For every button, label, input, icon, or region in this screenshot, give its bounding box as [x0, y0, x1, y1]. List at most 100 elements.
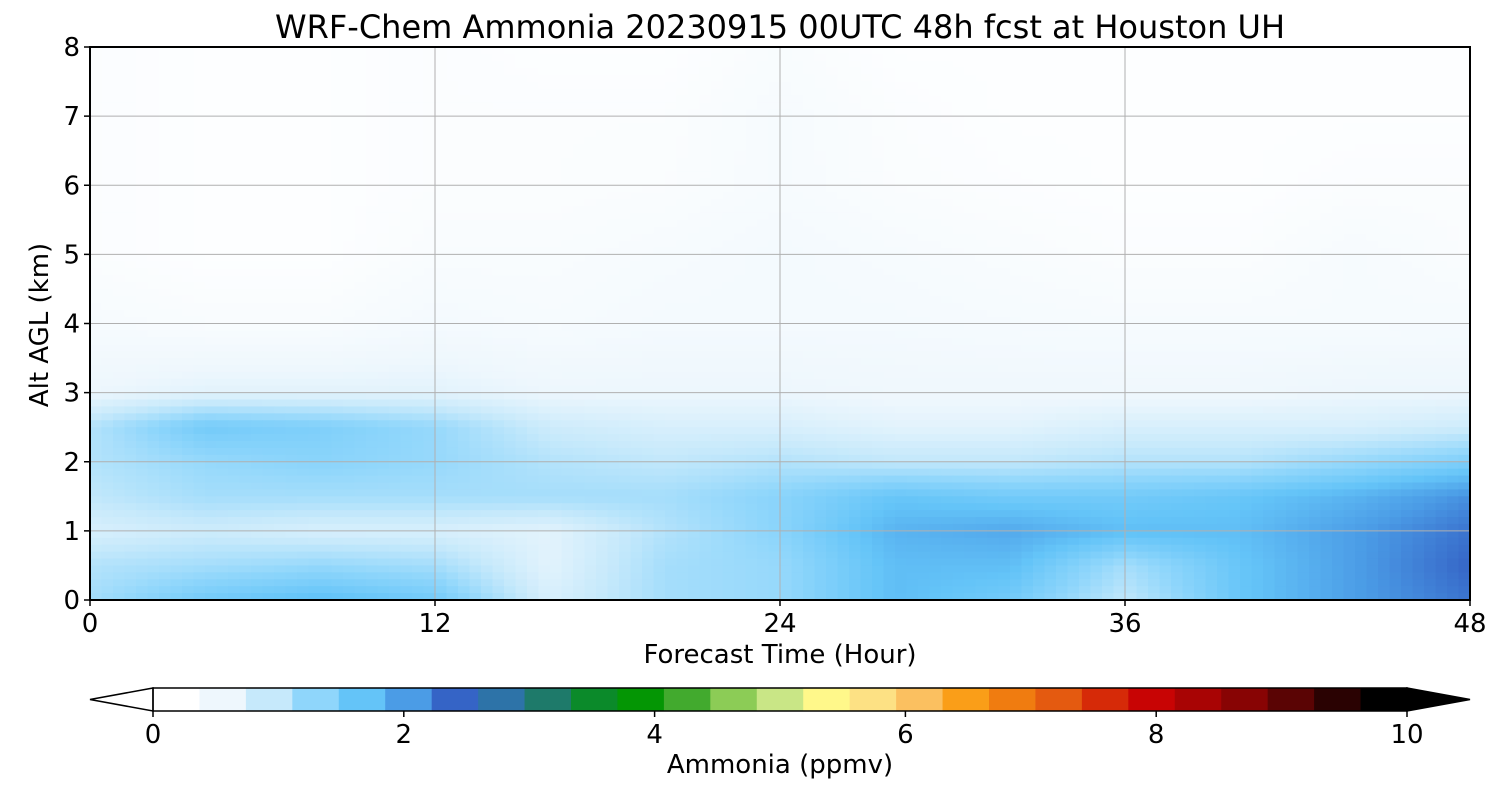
- heatmap-cell: [1217, 109, 1230, 117]
- heatmap-cell: [1309, 282, 1322, 290]
- heatmap-cell: [228, 254, 241, 262]
- heatmap-cell: [1067, 268, 1080, 276]
- heatmap-cell: [1228, 233, 1241, 242]
- heatmap-cell: [1286, 129, 1299, 138]
- heatmap-cell: [1343, 205, 1356, 214]
- heatmap-cell: [1458, 109, 1470, 117]
- heatmap-cell: [676, 143, 689, 152]
- heatmap-cell: [745, 261, 758, 269]
- heatmap-cell: [941, 295, 954, 304]
- heatmap-cell: [964, 309, 977, 318]
- heatmap-cell: [573, 178, 586, 186]
- heatmap-cell: [170, 330, 183, 338]
- heatmap-cell: [1194, 295, 1207, 304]
- heatmap-cell: [1102, 268, 1115, 276]
- heatmap-cell: [1343, 233, 1356, 242]
- heatmap-cell: [607, 233, 620, 242]
- heatmap-cell: [573, 261, 586, 269]
- heatmap-cell: [895, 171, 908, 179]
- heatmap-cell: [872, 164, 885, 173]
- heatmap-cell: [205, 199, 218, 207]
- heatmap-cell: [1136, 219, 1149, 228]
- heatmap-cell: [1366, 233, 1379, 242]
- heatmap-cell: [527, 254, 540, 262]
- heatmap-cell: [205, 226, 218, 235]
- heatmap-cell: [1021, 47, 1034, 55]
- heatmap-cell: [400, 226, 413, 235]
- heatmap-cell: [952, 316, 965, 325]
- heatmap-cell: [193, 233, 206, 242]
- heatmap-cell: [159, 136, 172, 145]
- heatmap-cell: [849, 261, 862, 269]
- heatmap-cell: [1010, 199, 1023, 207]
- heatmap-cell: [1424, 205, 1437, 214]
- heatmap-cell: [1332, 323, 1345, 332]
- heatmap-cell: [1205, 288, 1218, 297]
- heatmap-cell: [596, 261, 609, 269]
- heatmap-cell: [573, 95, 586, 103]
- heatmap-cell: [320, 88, 333, 96]
- heatmap-cell: [136, 288, 149, 297]
- heatmap-cell: [159, 47, 172, 55]
- heatmap-cell: [193, 60, 206, 69]
- heatmap-cell: [435, 109, 448, 117]
- heatmap-cell: [711, 150, 724, 159]
- heatmap-cell: [607, 261, 620, 269]
- heatmap-cell: [803, 116, 816, 124]
- heatmap-cell: [1458, 261, 1470, 269]
- heatmap-cell: [182, 81, 195, 90]
- heatmap-cell: [745, 316, 758, 325]
- heatmap-cell: [1401, 288, 1414, 297]
- heatmap-cell: [757, 178, 770, 186]
- heatmap-cell: [642, 164, 655, 173]
- heatmap-cell: [1067, 109, 1080, 117]
- heatmap-cell: [952, 288, 965, 297]
- heatmap-cell: [1079, 268, 1092, 276]
- heatmap-cell: [803, 309, 816, 318]
- heatmap-cell: [780, 88, 793, 96]
- heatmap-cell: [596, 254, 609, 262]
- heatmap-cell: [814, 295, 827, 304]
- heatmap-cell: [1125, 302, 1138, 311]
- heatmap-cell: [1240, 212, 1253, 221]
- heatmap-cell: [561, 302, 574, 311]
- heatmap-cell: [458, 275, 471, 283]
- heatmap-cell: [1401, 74, 1414, 83]
- heatmap-cell: [331, 136, 344, 145]
- heatmap-cell: [1171, 178, 1184, 186]
- heatmap-cell: [998, 123, 1011, 131]
- heatmap-cell: [389, 171, 402, 179]
- heatmap-cell: [722, 268, 735, 276]
- heatmap-cell: [1240, 268, 1253, 276]
- heatmap-cell: [998, 81, 1011, 90]
- heatmap-cell: [1067, 157, 1080, 166]
- heatmap-cell: [216, 171, 229, 179]
- heatmap-cell: [734, 129, 747, 138]
- heatmap-cell: [734, 275, 747, 283]
- heatmap-cell: [1067, 282, 1080, 290]
- heatmap-cell: [481, 136, 494, 145]
- heatmap-cell: [837, 254, 850, 262]
- heatmap-cell: [262, 164, 275, 173]
- heatmap-cell: [1274, 233, 1287, 242]
- heatmap-cell: [1021, 178, 1034, 186]
- heatmap-cell: [1194, 95, 1207, 103]
- heatmap-cell: [676, 88, 689, 96]
- heatmap-cell: [1136, 143, 1149, 152]
- heatmap-cell: [1228, 199, 1241, 207]
- heatmap-cell: [113, 116, 126, 124]
- heatmap-cell: [1378, 185, 1391, 193]
- heatmap-cell: [136, 309, 149, 318]
- heatmap-cell: [642, 205, 655, 214]
- heatmap-cell: [400, 205, 413, 214]
- heatmap-cell: [1447, 129, 1460, 138]
- heatmap-cell: [320, 60, 333, 69]
- heatmap-cell: [136, 219, 149, 228]
- heatmap-cell: [1424, 53, 1437, 62]
- heatmap-cell: [607, 157, 620, 166]
- heatmap-cell: [1447, 164, 1460, 173]
- heatmap-cell: [469, 268, 482, 276]
- heatmap-cell: [1366, 67, 1379, 76]
- heatmap-cell: [147, 143, 160, 152]
- heatmap-cell: [1320, 323, 1333, 332]
